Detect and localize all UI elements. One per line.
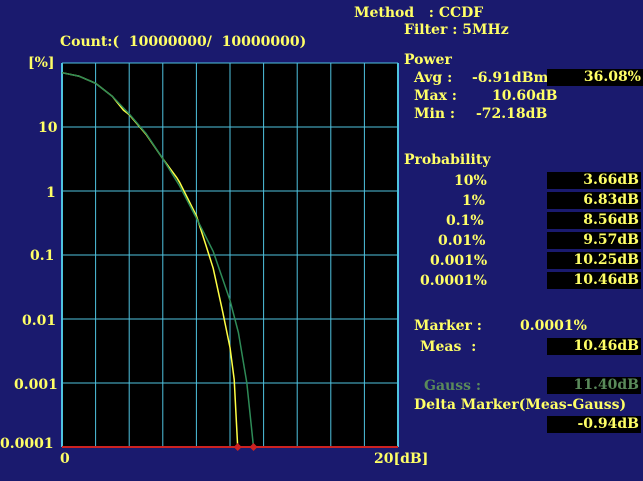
filter-label: Filter : 5MHz [404,22,509,38]
count-label: Count:( 10000000/ 10000000) [60,34,307,50]
probability-level: 1% [462,193,486,209]
probability-level: 10% [454,173,487,189]
avg-label: Avg : [414,70,453,86]
max-value: 10.60dB [492,88,558,104]
max-label: Max : [414,88,457,104]
y-tick-0.0001: 0.0001 [0,436,54,452]
probability-level: 0.0001% [420,273,487,289]
meas-label: Meas : [420,339,477,355]
meas-value: 10.46dB [547,338,641,355]
gauss-trace [61,71,255,448]
y-unit-label: [%] [28,55,55,71]
probability-level: 0.01% [438,233,486,249]
probability-level: 0.001% [430,253,488,269]
y-tick-10: 10 [38,120,58,136]
y-tick-0.01: 0.01 [22,313,57,329]
probability-value: 3.66dB [547,172,641,189]
power-title: Power [404,52,452,68]
probability-value: 10.46dB [547,272,641,289]
x-tick-end: 20[dB] [374,451,429,467]
delta-marker-label: Delta Marker(Meas-Gauss) [414,397,627,413]
avg-percent: 36.08% [547,69,643,86]
min-value: -72.18dB [476,106,548,122]
gauss-value: 11.40dB [547,377,641,394]
plot-grid [61,62,399,448]
probability-value: 8.56dB [547,212,641,229]
y-tick-0.001: 0.001 [14,377,58,393]
y-tick-1: 1 [46,185,56,201]
gauss-label: Gauss : [424,378,482,394]
x-tick-start: 0 [60,451,70,467]
marker-label: Marker : [414,318,482,334]
delta-marker-value: -0.94dB [547,416,641,433]
method-label: Method : CCDF [354,5,484,21]
plot-traces [61,71,258,451]
probability-value: 6.83dB [547,192,641,209]
probability-title: Probability [404,152,491,168]
marker-value: 0.0001% [520,318,587,334]
meas-trace-marker [233,443,242,451]
probability-level: 0.1% [446,213,484,229]
probability-value: 9.57dB [547,232,641,249]
probability-value: 10.25dB [547,252,641,269]
gauss-trace-marker [249,443,258,451]
y-tick-0.1: 0.1 [30,248,55,264]
min-label: Min : [414,106,456,122]
avg-value: -6.91dBm [472,70,549,86]
